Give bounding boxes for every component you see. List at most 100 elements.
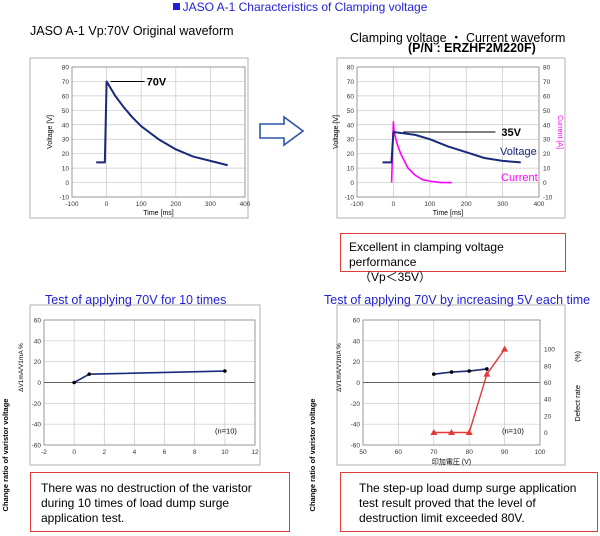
change-ratio-line (433, 368, 487, 375)
y-tick-label: 0 (350, 180, 354, 187)
y2-tick-label: 100 (544, 347, 555, 354)
defect-point (501, 345, 509, 352)
test2-title: Test of applying 70V by increasing 5V ea… (324, 293, 591, 307)
annotation-label: 70V (147, 76, 167, 88)
plot-border (356, 66, 540, 198)
left-chart-label: JASO A-1 Vp:70V Original waveform (30, 24, 234, 38)
y-tick-label: -20 (32, 401, 42, 408)
y-tick-label: 60 (353, 318, 361, 325)
y2-tick-label: 0 (543, 180, 547, 187)
y-tick-label: 60 (62, 93, 70, 100)
y-tick-label: 20 (34, 359, 42, 366)
x-tick-label: 200 (461, 201, 472, 208)
x-tick-label: 4 (133, 449, 137, 456)
y2-tick-label: 70 (543, 79, 551, 86)
arrow-right-icon (259, 115, 305, 147)
clamp-note-line1: Excellent in clamping voltage performanc… (349, 240, 504, 269)
y-tick-label: -60 (351, 443, 361, 450)
y-axis-top-label: ΔV1mA/V1mA % (18, 343, 25, 392)
y-tick-label: 80 (347, 65, 355, 72)
y2-tick-label: 30 (543, 137, 551, 144)
x-tick-label: -100 (350, 201, 363, 208)
y2-axis-label: Defect rate (573, 385, 582, 422)
y-axis-label: Voltage [V] (47, 115, 54, 149)
right-chart-label: Clamping voltage ・ Current waveform (350, 31, 566, 45)
page-heading: JASO A-1 Characteristics of Clamping vol… (0, 0, 600, 14)
current-line (390, 121, 452, 184)
test2-note-box: The step-up load dump surge application … (340, 472, 598, 532)
y2-tick-label: 60 (543, 93, 551, 100)
x-tick-label: 300 (205, 201, 216, 208)
y-tick-label: 50 (62, 108, 70, 115)
test1-title: Test of applying 70V for 10 times (45, 293, 227, 307)
defect-point (483, 370, 491, 377)
defect-point (430, 429, 438, 435)
defect-point (465, 429, 473, 435)
part-number: (P/N : ERZHF2M220F) (408, 41, 536, 55)
y-tick-label: 20 (62, 151, 70, 158)
y2-axis-unit: (%) (575, 351, 582, 362)
clamp-note-box: Excellent in clamping voltage performanc… (340, 233, 566, 284)
x-tick-label: 100 (136, 201, 147, 208)
y-axis-label: Change ratio of varistor voltage (308, 399, 317, 512)
y2-tick-label: 80 (544, 363, 552, 370)
x-tick-label: 10 (221, 449, 229, 456)
chart-frame (29, 304, 261, 466)
x-tick-label: 0 (392, 201, 396, 208)
x-tick-label: 70 (430, 449, 438, 456)
y-tick-label: -60 (32, 443, 42, 450)
sample-count-label: (n=10) (502, 426, 524, 435)
y2-tick-label: 0 (544, 430, 548, 437)
y2-tick-label: 20 (544, 413, 552, 420)
x-tick-label: 50 (359, 449, 367, 456)
x-tick-label: -100 (65, 201, 78, 208)
x-tick-label: 0 (105, 201, 109, 208)
y2-tick-label: 40 (543, 122, 551, 129)
y-tick-label: 70 (62, 79, 70, 86)
x-tick-label: 400 (240, 201, 251, 208)
y-tick-label: 70 (347, 79, 355, 86)
sample-count-label: (n=10) (215, 426, 237, 435)
y-tick-label: -20 (351, 401, 361, 408)
legend-voltage: Voltage (500, 146, 537, 158)
y-tick-label: 40 (62, 122, 70, 129)
y-tick-label: 30 (347, 137, 355, 144)
square-bullet-icon (172, 3, 180, 11)
data-point (432, 372, 436, 376)
x-tick-label: 300 (497, 201, 508, 208)
clamp-note-line2: （Vp＜35V） (359, 270, 432, 284)
defect-point (448, 429, 455, 435)
y-tick-label: 0 (37, 380, 41, 387)
heading-text: JASO A-1 Characteristics of Clamping vol… (182, 0, 428, 14)
y2-tick-label: 60 (544, 380, 552, 387)
test1-note-box: There was no destruction of the varistor… (30, 472, 290, 532)
chart-frame (29, 57, 249, 219)
y-tick-label: 10 (62, 166, 70, 173)
x-tick-label: 80 (466, 449, 474, 456)
y-tick-label: 20 (353, 359, 361, 366)
y-axis-top-label: ΔV1mA/V1mA % (336, 343, 343, 392)
y-tick-label: -40 (351, 422, 361, 429)
x-tick-label: 400 (534, 201, 545, 208)
data-point (467, 369, 472, 373)
y-tick-label: -40 (32, 422, 42, 429)
x-tick-label: 60 (395, 449, 403, 456)
x-tick-label: 200 (170, 201, 181, 208)
x-tick-label: -2 (41, 449, 47, 456)
x-tick-label: 8 (193, 449, 197, 456)
y-tick-label: 10 (347, 166, 355, 173)
y-tick-label: -10 (345, 195, 355, 202)
x-tick-label: 2 (102, 449, 106, 456)
x-tick-label: 12 (251, 449, 259, 456)
y-tick-label: 40 (347, 122, 355, 129)
y2-tick-label: 10 (543, 166, 551, 173)
y-tick-label: 0 (65, 180, 69, 187)
annotation-label: 35V (501, 127, 521, 139)
legend-current: Current (501, 172, 538, 184)
waveform-line (96, 80, 228, 167)
y-tick-label: 60 (34, 318, 42, 325)
y2-tick-label: 50 (543, 108, 551, 115)
plot-border (71, 66, 246, 198)
data-point (485, 367, 489, 371)
